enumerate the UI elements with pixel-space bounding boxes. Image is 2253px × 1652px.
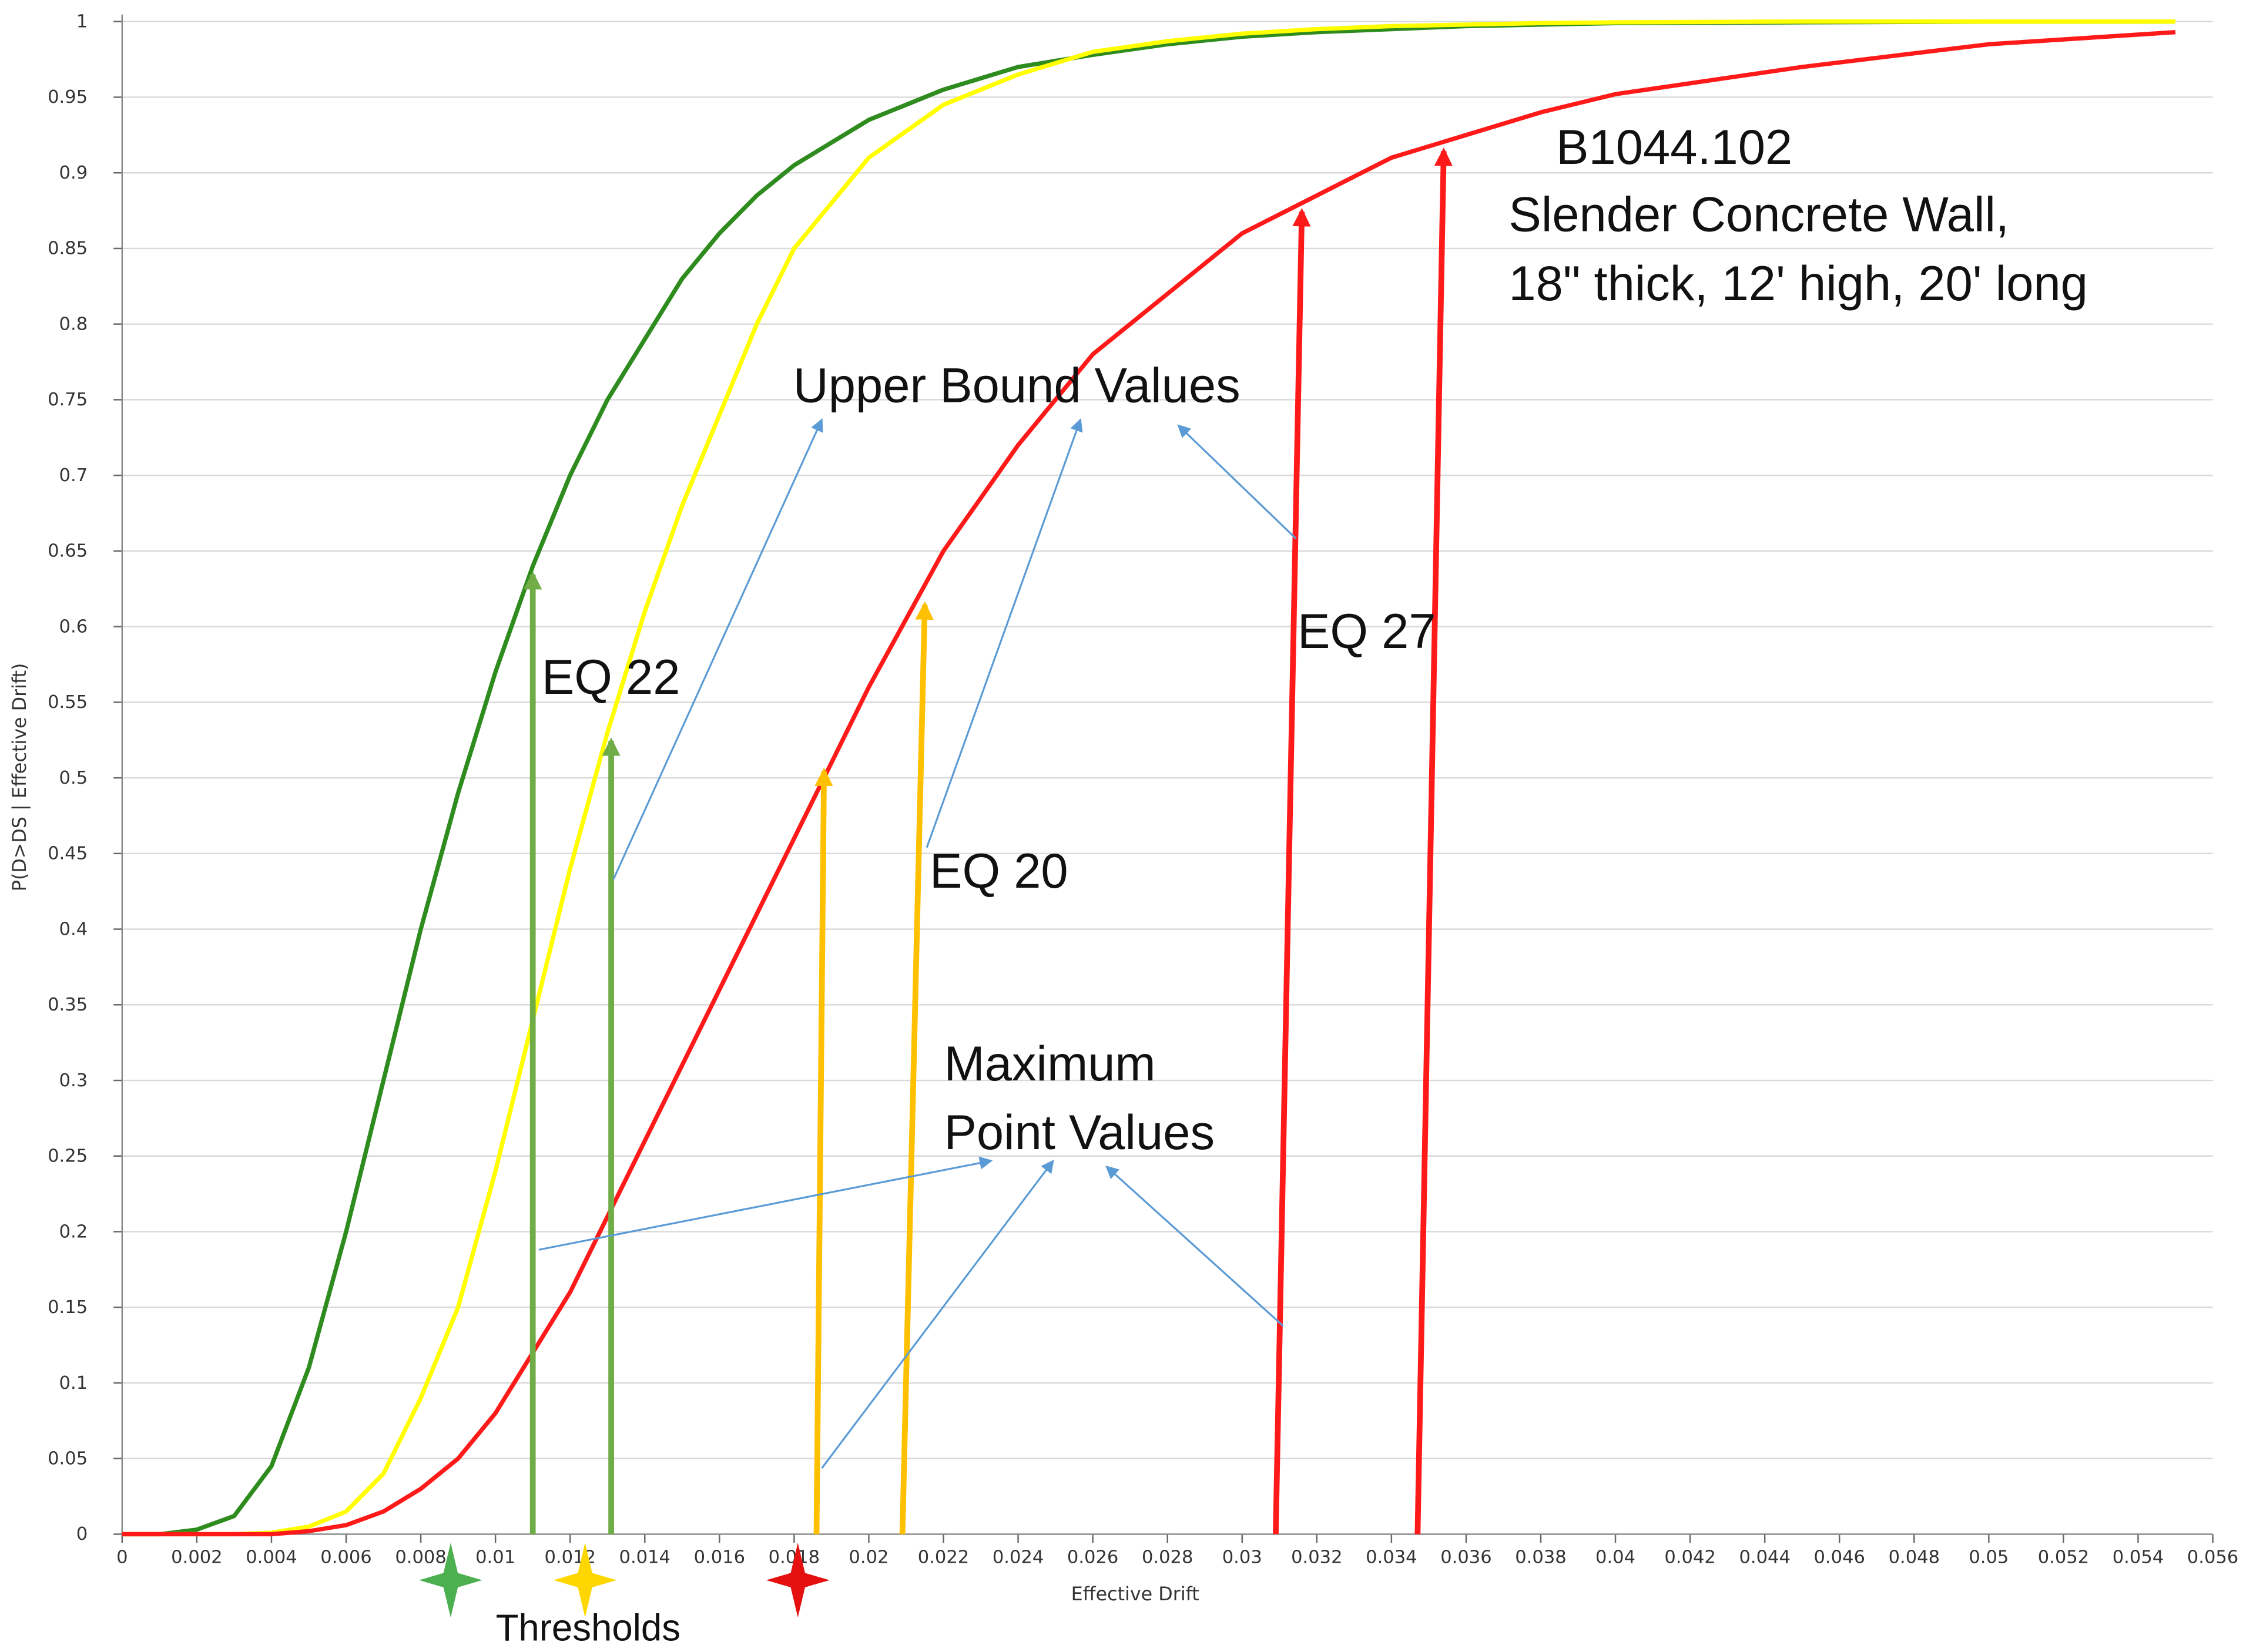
y-tick-label: 0.95 <box>48 87 88 108</box>
series-line <box>122 19 2176 1537</box>
annotation: Slender Concrete Wall, <box>1508 187 2009 242</box>
y-tick-label: 0.8 <box>59 314 88 334</box>
x-tick-label: 0.01 <box>475 1547 515 1567</box>
x-tick-label: 0.046 <box>1814 1547 1865 1567</box>
y-tick-label: 0.85 <box>48 239 88 259</box>
x-tick-label: 0.024 <box>993 1547 1044 1567</box>
pointer <box>1105 1166 1284 1327</box>
pointer-lines <box>538 418 1297 1469</box>
x-tick-label: 0.04 <box>1595 1547 1635 1567</box>
x-tick-label: 0.006 <box>320 1547 371 1567</box>
annotation: Point Values <box>944 1105 1215 1160</box>
threshold-star <box>553 1543 617 1618</box>
y-tick-label: 0.35 <box>48 995 88 1015</box>
y-tick-label: 0.25 <box>48 1146 88 1167</box>
y-tick-label: 0.9 <box>59 163 88 183</box>
eq-arrow <box>899 601 934 1535</box>
y-axis-title: P(D>DS | Effective Drift) <box>9 663 31 892</box>
series-line <box>122 19 2176 1537</box>
x-tick-label: 0.032 <box>1291 1547 1342 1567</box>
x-tick-label: 0.034 <box>1366 1547 1417 1567</box>
x-tick-label: 0 <box>116 1547 128 1567</box>
y-tick-label: 1 <box>76 11 88 32</box>
y-tick-label: 0.65 <box>48 541 88 562</box>
annotation: Upper Bound Values <box>793 358 1241 413</box>
annotation: EQ 22 <box>542 650 680 704</box>
x-tick-label: 0.02 <box>849 1547 889 1567</box>
x-tick-label: 0.052 <box>2038 1547 2089 1567</box>
y-tick-label: 0.55 <box>48 692 88 713</box>
pointer <box>538 1156 993 1251</box>
eq-arrow <box>813 767 833 1535</box>
x-tick-label: 0.044 <box>1739 1547 1790 1567</box>
x-tick-label: 0.014 <box>619 1547 670 1567</box>
x-tick-label: 0.004 <box>246 1547 297 1567</box>
y-tick-label: 0 <box>76 1524 88 1544</box>
x-tick-label: 0.042 <box>1664 1547 1715 1567</box>
y-tick-label: 0.7 <box>59 465 88 486</box>
annotation: 18" thick, 12' high, 20' long <box>1508 256 2088 311</box>
y-tick-label: 0.6 <box>59 616 88 637</box>
annotation: B1044.102 <box>1556 120 1792 174</box>
annotation: Maximum <box>944 1036 1155 1091</box>
x-tick-label: 0.026 <box>1067 1547 1118 1567</box>
y-tick-label: 0.05 <box>48 1449 88 1469</box>
y-tick-label: 0.75 <box>48 390 88 410</box>
grid-layer: 0 0.05 0.1 0.15 0.2 0.25 0.3 0.35 0.4 0.45 0.5 0.55… <box>48 11 2238 1567</box>
eq-arrow <box>1273 208 1311 1535</box>
arrow-layer <box>524 147 1453 1535</box>
x-tick-label: 0.038 <box>1515 1547 1566 1567</box>
x-tick-label: 0.002 <box>171 1547 222 1567</box>
pointer <box>612 418 823 880</box>
y-tick-label: 0.1 <box>59 1373 88 1394</box>
x-tick-label: 0.008 <box>395 1547 446 1567</box>
x-axis-title: Effective Drift <box>1071 1584 1199 1605</box>
x-tick-label: 0.036 <box>1440 1547 1491 1567</box>
x-tick-label: 0.054 <box>2113 1547 2164 1567</box>
threshold-star <box>419 1543 482 1618</box>
series-line <box>122 30 2176 1537</box>
eq-arrow <box>1414 147 1453 1535</box>
y-tick-label: 0.15 <box>48 1297 88 1318</box>
x-tick-label: 0.048 <box>1889 1547 1940 1567</box>
x-tick-label: 0.028 <box>1142 1547 1193 1567</box>
y-tick-label: 0.3 <box>59 1070 88 1091</box>
annotation: EQ 20 <box>930 844 1068 898</box>
pointer <box>821 1159 1054 1469</box>
x-tick-label: 0.03 <box>1222 1547 1262 1567</box>
x-tick-label: 0.05 <box>1969 1547 2009 1567</box>
annotation: EQ 27 <box>1298 604 1436 659</box>
series-layer <box>122 19 2176 1537</box>
pointer <box>926 418 1083 848</box>
x-tick-label: 0.016 <box>694 1547 745 1567</box>
threshold-star <box>766 1543 830 1618</box>
y-tick-label: 0.5 <box>59 768 88 788</box>
pointer <box>1177 424 1297 540</box>
y-tick-label: 0.4 <box>59 919 88 939</box>
x-tick-label: 0.056 <box>2187 1547 2238 1567</box>
x-tick-label: 0.022 <box>918 1547 969 1567</box>
thresholds-label: Thresholds <box>496 1607 680 1648</box>
y-tick-label: 0.2 <box>59 1221 88 1242</box>
y-tick-label: 0.45 <box>48 844 88 864</box>
